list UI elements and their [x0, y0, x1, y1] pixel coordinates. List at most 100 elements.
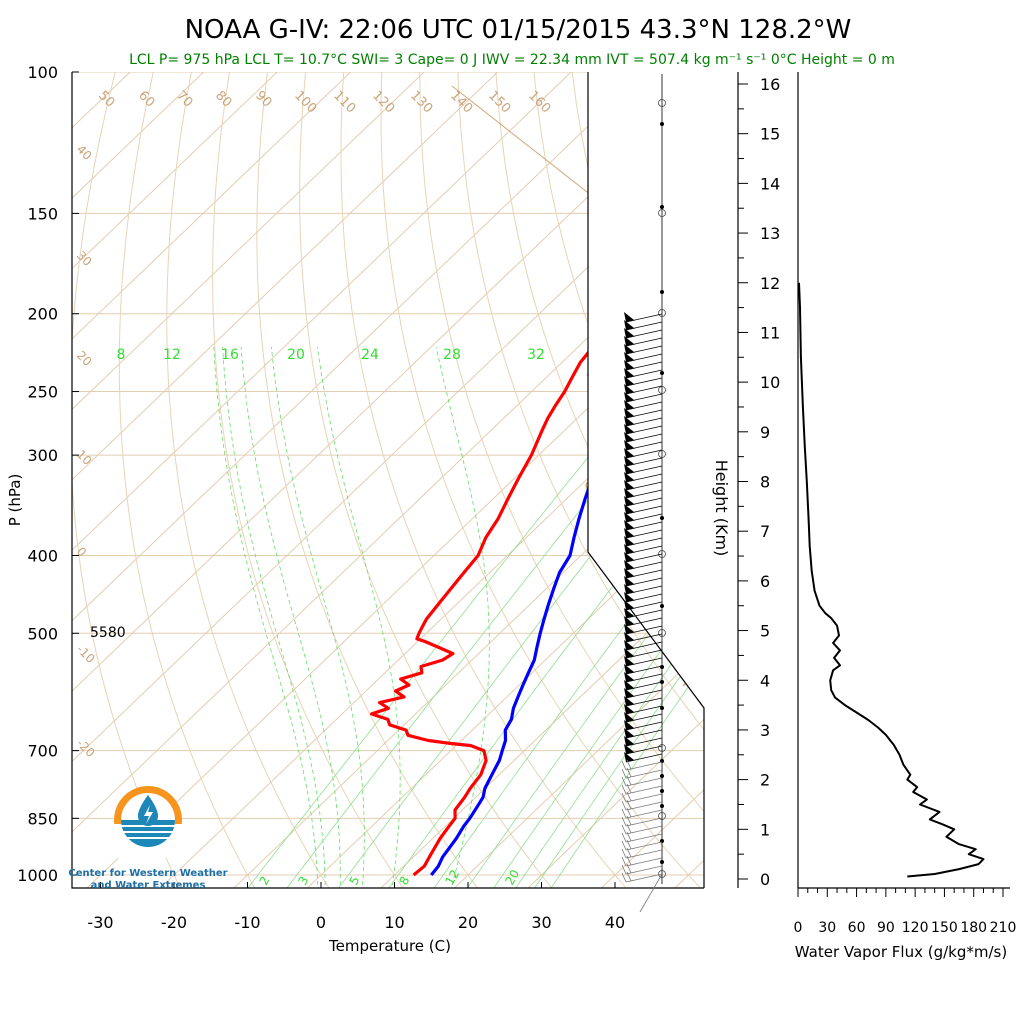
height-tick-label: 6 — [760, 572, 770, 591]
wind-barb-feather — [626, 775, 632, 786]
height-tick-label: 12 — [760, 274, 780, 293]
wind-barb — [625, 537, 663, 547]
wind-barb — [625, 721, 663, 731]
isotherm-label: 80 — [212, 88, 234, 110]
isotherm-line — [72, 72, 645, 888]
height-tick-label: 15 — [760, 125, 780, 144]
level-marker-icon — [658, 209, 666, 217]
wind-barb-pennant-icon — [624, 568, 634, 578]
wind-barb-feather — [621, 784, 627, 795]
wind-barb — [625, 417, 663, 427]
wind-barb — [625, 505, 663, 515]
isotherm-right-label: 0 — [581, 477, 604, 500]
x-tick-label: 20 — [458, 913, 478, 932]
moist-adiabat-label: 2 — [256, 874, 272, 888]
wind-barb — [625, 849, 663, 859]
wind-barb-pennant-icon — [624, 312, 634, 322]
wind-barb — [625, 489, 663, 499]
mixing-ratio-label: 12 — [163, 347, 181, 363]
flux-x-tick-label: 60 — [848, 920, 866, 936]
height-tick-label: 3 — [760, 721, 770, 740]
wind-barb-pennant-icon — [624, 544, 634, 554]
wind-barb-pennant-icon — [624, 520, 634, 530]
wind-barb-pennant-icon — [624, 592, 634, 602]
wind-barb-pennant-icon — [624, 464, 634, 474]
wind-barb — [625, 529, 663, 539]
wind-barb-pennant-icon — [624, 496, 634, 506]
wind-barb-pennant-icon — [624, 728, 634, 738]
adiabat-label: 30 — [74, 248, 95, 269]
isotherm-right-label: 10 — [583, 357, 614, 388]
wind-barb-pennant-icon — [624, 680, 634, 690]
wind-barb-feather — [621, 848, 627, 859]
wind-barb — [625, 729, 663, 739]
wind-barb-pennant-icon — [624, 360, 634, 370]
x-tick-label: 30 — [531, 913, 551, 932]
isotherm-line — [155, 72, 704, 888]
wind-barb-feather — [621, 800, 627, 811]
mixing-ratio-line — [548, 362, 704, 888]
level-dot-icon — [660, 789, 664, 793]
y-tick-label: 850 — [27, 809, 58, 828]
level-dot-icon — [660, 706, 664, 710]
adiabat-label: -10 — [74, 642, 98, 666]
height-tick-label: 2 — [760, 771, 770, 790]
wind-barb — [625, 665, 663, 675]
wind-barb-feather — [626, 839, 632, 850]
adiabat-label: 40 — [74, 142, 95, 163]
wind-barb — [625, 657, 663, 667]
wind-barb-pennant-icon — [624, 528, 634, 538]
wind-barb — [625, 473, 663, 483]
wind-barb — [625, 513, 663, 523]
wind-barb — [625, 625, 663, 635]
wind-barb — [625, 689, 663, 699]
wind-barb-pennant-icon — [624, 400, 634, 410]
dry-adiabat-line — [419, 72, 704, 888]
isotherm-line — [302, 72, 704, 888]
wind-barb-pennant-icon — [624, 616, 634, 626]
wind-barb-pennant-icon — [624, 696, 634, 706]
wind-barb-feather — [626, 759, 632, 770]
wind-barb-pennant-icon — [624, 704, 634, 714]
wind-barb-pennant-icon — [624, 336, 634, 346]
level-dot-icon — [660, 665, 664, 669]
wind-barb — [625, 857, 663, 867]
wind-barb — [625, 465, 663, 475]
isotherm-label: 100 — [291, 88, 319, 116]
wind-barb-pennant-icon — [624, 560, 634, 570]
x-tick-label: -10 — [234, 913, 260, 932]
wind-barb-feather — [621, 872, 627, 883]
mixing-ratio-line — [283, 362, 699, 888]
flux-x-tick-label: 180 — [960, 920, 987, 936]
moist-adiabat-label: 12 — [442, 867, 462, 887]
adiabat-label: 10 — [74, 447, 95, 468]
isotherm-label: 110 — [330, 88, 358, 116]
mixing-ratio-line — [244, 362, 665, 888]
y-tick-label: 400 — [27, 546, 58, 565]
wind-barb-pennant-icon — [624, 456, 634, 466]
level-marker-icon — [658, 550, 666, 558]
dry-adiabat-line — [762, 72, 1024, 892]
level-marker-icon — [658, 629, 666, 637]
dry-adiabat-line — [839, 72, 1024, 892]
wind-barb-pennant-icon — [624, 376, 634, 386]
flux-x-tick-label: 150 — [931, 920, 958, 936]
wind-barb — [625, 713, 663, 723]
x-axis-title: Temperature (C) — [328, 937, 451, 955]
wind-barb-pennant-icon — [624, 648, 634, 658]
wind-barb — [625, 705, 663, 715]
isotherm-line — [72, 72, 704, 888]
flux-x-tick-label: 210 — [990, 920, 1017, 936]
moist-adiabat-label: 8 — [396, 874, 412, 888]
isotherm-label: 70 — [173, 88, 195, 110]
wind-barb-pennant-icon — [624, 688, 634, 698]
wind-barb — [625, 697, 663, 707]
water-vapor-flux-line — [798, 282, 985, 878]
wind-barb-pennant-icon — [624, 432, 634, 442]
wind-barb — [625, 585, 663, 595]
wind-barb — [625, 841, 663, 851]
wind-barb — [625, 353, 663, 363]
height-tick-label: 9 — [760, 423, 770, 442]
isotherm-label: 90 — [252, 88, 274, 110]
